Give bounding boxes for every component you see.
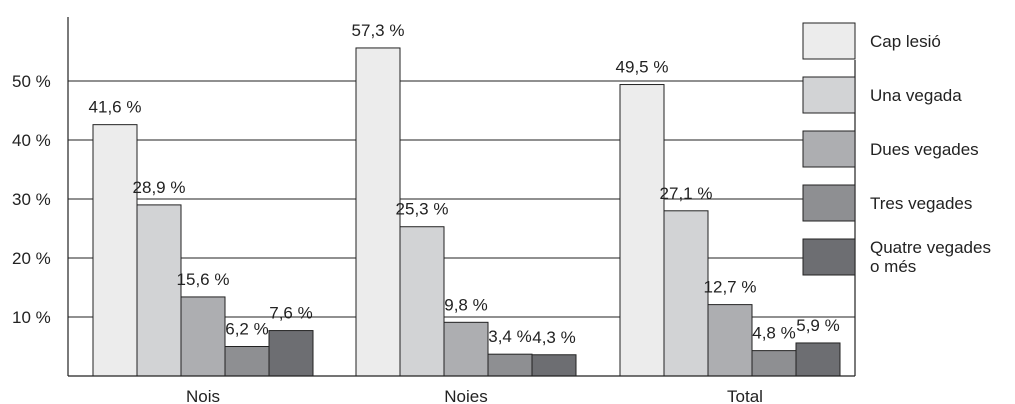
data-label: 41,6 % bbox=[89, 98, 142, 117]
y-tick-label: 20 % bbox=[12, 249, 51, 268]
legend-label: Una vegada bbox=[870, 86, 962, 105]
bar bbox=[707, 304, 753, 377]
legend-label: Quatre vegades o més bbox=[870, 238, 991, 276]
category-label: Nois bbox=[186, 387, 220, 404]
data-label: 5,9 % bbox=[796, 316, 839, 335]
legend-label: Tres vegades bbox=[870, 194, 972, 213]
data-label: 57,3 % bbox=[352, 21, 405, 40]
legend-swatch bbox=[802, 22, 856, 60]
data-label: 27,1 % bbox=[660, 184, 713, 203]
data-label: 49,5 % bbox=[616, 58, 669, 77]
data-label: 3,4 % bbox=[488, 327, 531, 346]
bar bbox=[224, 346, 270, 377]
data-labels: 41,6 % 28,9 % 15,6 % 6,2 %7,6 % 57,3 % 25,3 %… bbox=[89, 21, 840, 347]
bar bbox=[355, 47, 401, 377]
category-labels: Nois Noies Total bbox=[186, 387, 763, 404]
y-tick-label: 10 % bbox=[12, 308, 51, 327]
bar bbox=[180, 296, 226, 377]
bars bbox=[92, 47, 841, 377]
y-tick-label: 50 % bbox=[12, 72, 51, 91]
category-label: Noies bbox=[444, 387, 487, 404]
bar bbox=[92, 124, 138, 377]
bar bbox=[751, 350, 797, 377]
legend-swatch bbox=[802, 130, 856, 168]
legend-label: Cap lesió bbox=[870, 32, 941, 51]
bar bbox=[399, 226, 445, 377]
legend-swatch bbox=[802, 76, 856, 114]
data-label: 12,7 % bbox=[704, 278, 757, 297]
data-label: 9,8 % bbox=[444, 295, 487, 314]
data-label: 4,3 % bbox=[532, 328, 575, 347]
bar bbox=[795, 342, 841, 377]
legend: Cap lesió Una vegada Dues vegades Tres vega… bbox=[802, 22, 991, 276]
category-label: Total bbox=[727, 387, 763, 404]
data-label: 7,6 % bbox=[269, 304, 312, 323]
bar bbox=[487, 353, 533, 377]
data-label: 28,9 % bbox=[133, 178, 186, 197]
data-label: 15,6 % bbox=[177, 270, 230, 289]
data-label: 25,3 % bbox=[396, 200, 449, 219]
bar bbox=[443, 321, 489, 377]
y-tick-label: 40 % bbox=[12, 131, 51, 150]
y-tick-label: 30 % bbox=[12, 190, 51, 209]
y-tick-labels: 10 % 20 % 30 % 40 % 50 % bbox=[12, 72, 51, 327]
data-label: 6,2 % bbox=[225, 320, 268, 339]
data-label: 4,8 % bbox=[752, 324, 795, 343]
bar bbox=[531, 354, 577, 377]
bar bbox=[268, 330, 314, 377]
bar bbox=[663, 210, 709, 377]
legend-label: Dues vegades bbox=[870, 140, 979, 159]
legend-swatch bbox=[802, 184, 856, 222]
bar bbox=[619, 84, 665, 377]
bar bbox=[136, 204, 182, 377]
legend-swatch bbox=[802, 238, 856, 276]
